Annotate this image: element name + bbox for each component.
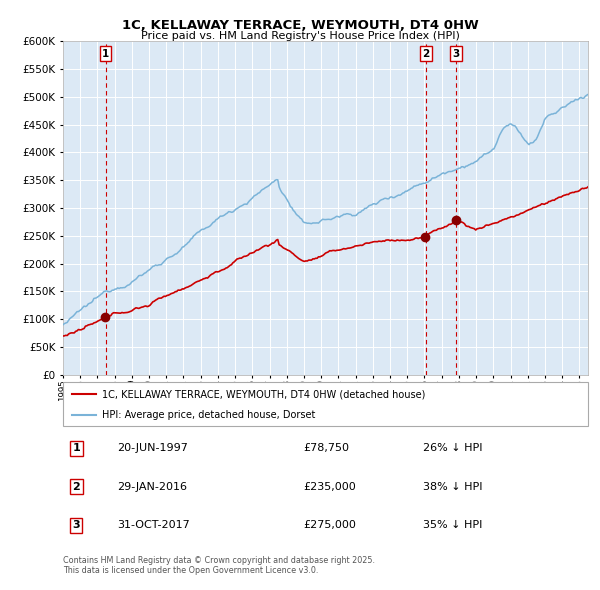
Text: This data is licensed under the Open Government Licence v3.0.: This data is licensed under the Open Gov… bbox=[63, 566, 319, 575]
Text: 20-JUN-1997: 20-JUN-1997 bbox=[117, 444, 188, 453]
Text: 38% ↓ HPI: 38% ↓ HPI bbox=[423, 482, 482, 491]
Text: HPI: Average price, detached house, Dorset: HPI: Average price, detached house, Dors… bbox=[102, 411, 316, 420]
Text: £78,750: £78,750 bbox=[303, 444, 349, 453]
Text: £235,000: £235,000 bbox=[303, 482, 356, 491]
Text: Contains HM Land Registry data © Crown copyright and database right 2025.: Contains HM Land Registry data © Crown c… bbox=[63, 556, 375, 565]
Text: 3: 3 bbox=[73, 520, 80, 530]
Text: 26% ↓ HPI: 26% ↓ HPI bbox=[423, 444, 482, 453]
Text: 1C, KELLAWAY TERRACE, WEYMOUTH, DT4 0HW: 1C, KELLAWAY TERRACE, WEYMOUTH, DT4 0HW bbox=[122, 19, 478, 32]
Text: 1: 1 bbox=[102, 48, 109, 58]
Text: 2: 2 bbox=[422, 48, 430, 58]
Text: 1: 1 bbox=[73, 444, 80, 453]
Text: Price paid vs. HM Land Registry's House Price Index (HPI): Price paid vs. HM Land Registry's House … bbox=[140, 31, 460, 41]
Text: 35% ↓ HPI: 35% ↓ HPI bbox=[423, 520, 482, 530]
Text: 3: 3 bbox=[452, 48, 460, 58]
Text: 29-JAN-2016: 29-JAN-2016 bbox=[117, 482, 187, 491]
Text: £275,000: £275,000 bbox=[303, 520, 356, 530]
Text: 31-OCT-2017: 31-OCT-2017 bbox=[117, 520, 190, 530]
Text: 1C, KELLAWAY TERRACE, WEYMOUTH, DT4 0HW (detached house): 1C, KELLAWAY TERRACE, WEYMOUTH, DT4 0HW … bbox=[102, 389, 425, 399]
Text: 2: 2 bbox=[73, 482, 80, 491]
